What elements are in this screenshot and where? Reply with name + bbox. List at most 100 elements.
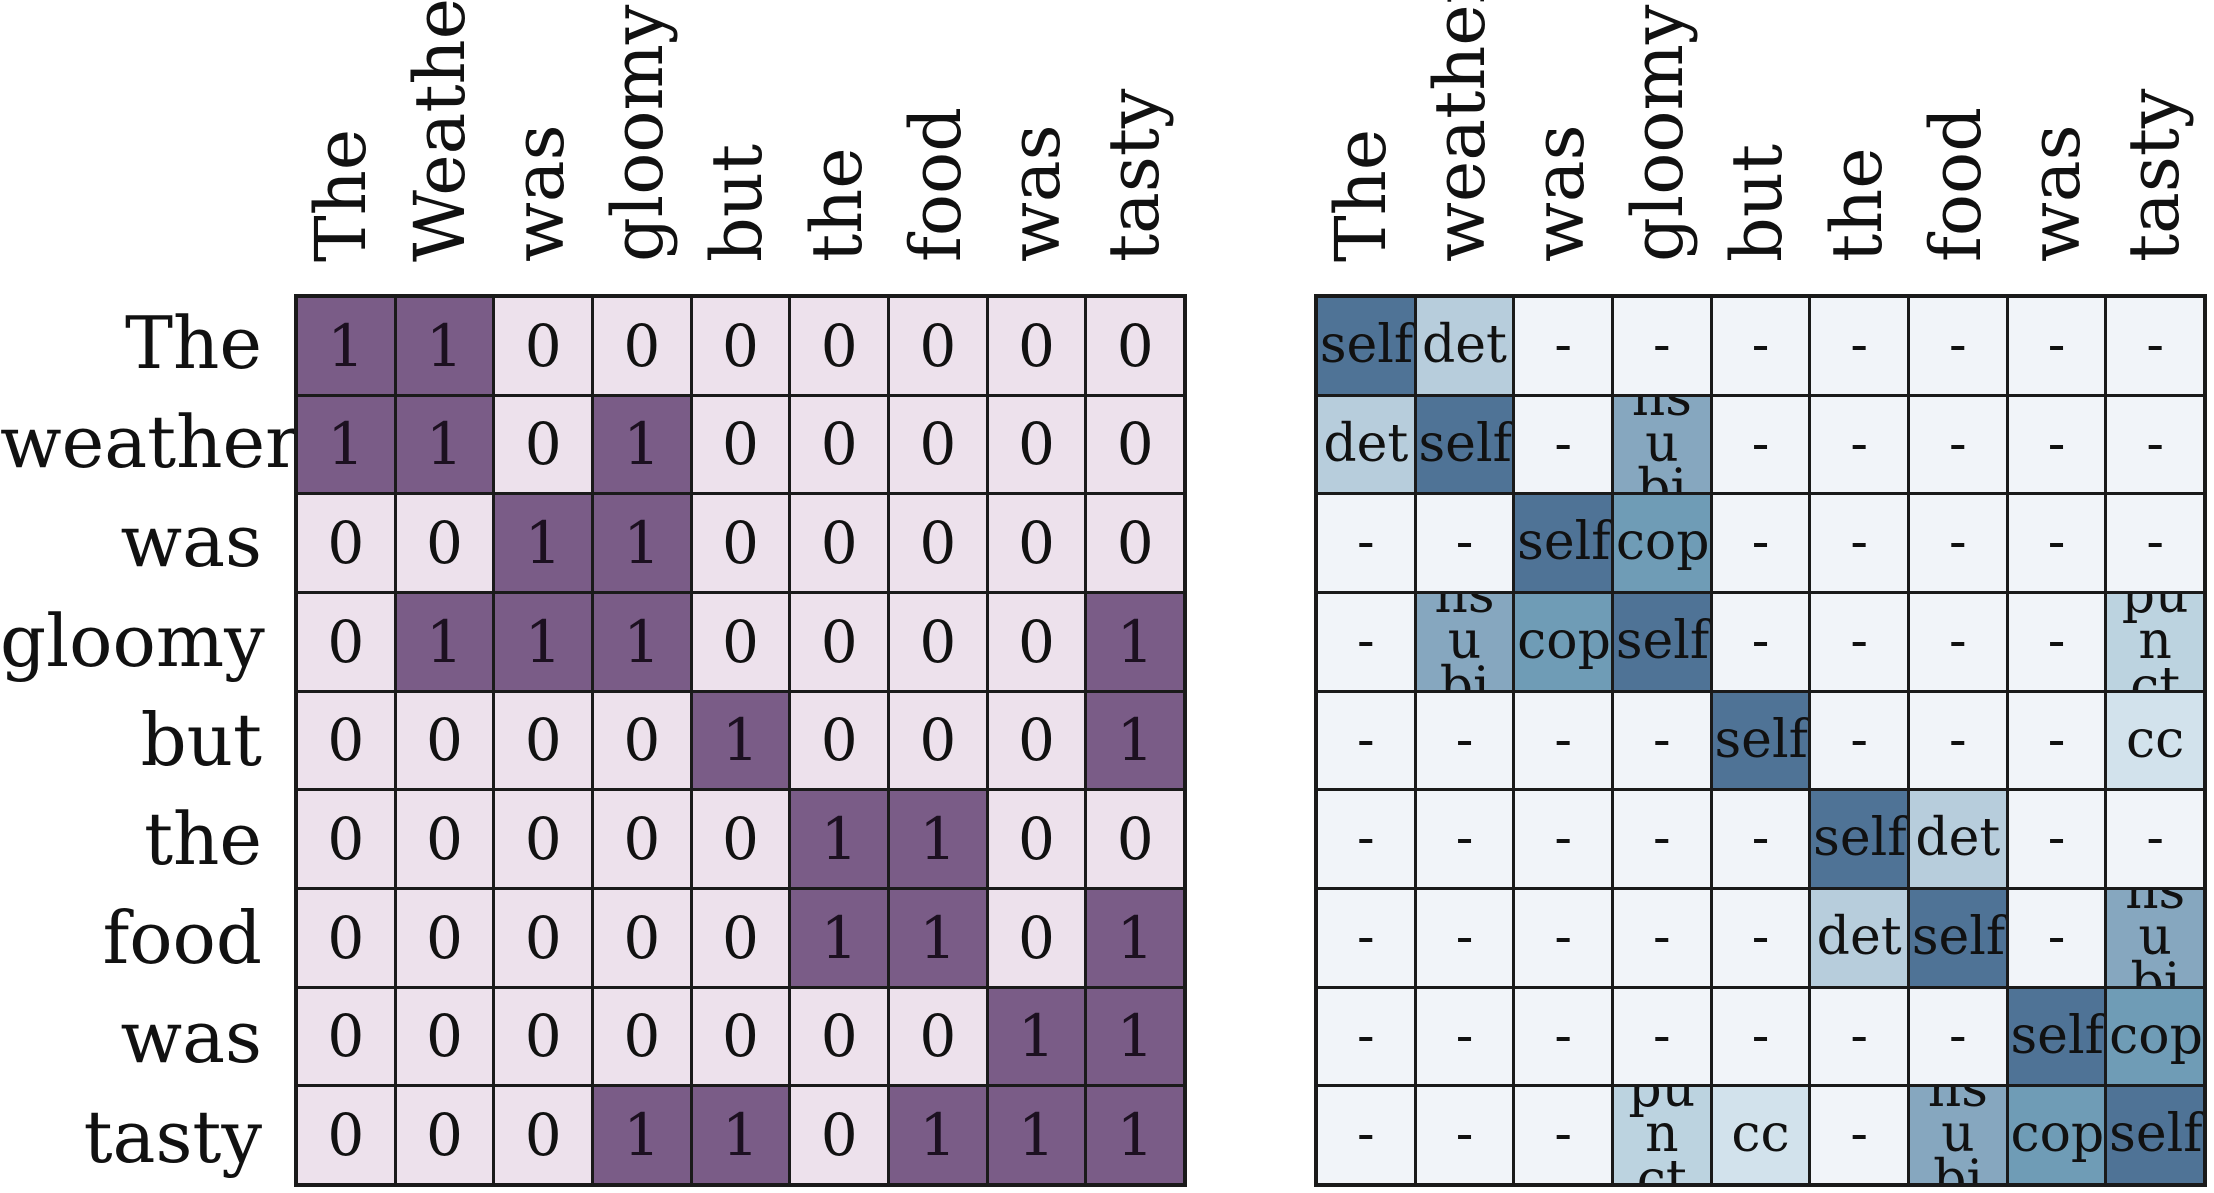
dependency-label: det	[1422, 314, 1507, 375]
dependency-cell: self	[1712, 692, 1809, 789]
dependency-cell: -	[1613, 988, 1710, 1085]
dependency-label: -	[2146, 413, 2164, 474]
dependency-label: self	[1714, 709, 1808, 770]
dependency-label: -	[1455, 1005, 1474, 1066]
dependency-cell: det	[1909, 791, 2006, 887]
dependency-cell: -	[1416, 692, 1513, 789]
row-label: The	[124, 301, 262, 385]
adjacency-cell: 0	[692, 298, 789, 394]
dependency-cell: -	[1515, 692, 1611, 789]
dependency-label: -	[1850, 1005, 1868, 1066]
adjacency-cell: 0	[791, 1087, 887, 1183]
adjacency-cell: 0	[495, 1087, 591, 1183]
dependency-cell: -	[1909, 593, 2006, 690]
dependency-cell: -	[1811, 593, 1907, 690]
dependency-cell: det	[1811, 889, 1907, 986]
dependency-label: -	[1455, 709, 1474, 770]
dependency-label: -	[1751, 314, 1770, 375]
adjacency-cell: 1	[593, 495, 690, 591]
dependency-label: -	[1455, 906, 1474, 967]
column-label: weather	[1418, 0, 1501, 262]
dependency-label: -	[2146, 512, 2164, 573]
adjacency-cell: 0	[1087, 298, 1183, 394]
dependency-label: det	[1816, 906, 1902, 967]
adjacency-cell: 0	[889, 396, 986, 493]
dependency-cell: -	[1811, 298, 1907, 394]
adjacency-cell: 0	[988, 396, 1085, 493]
adjacency-cell: 1	[396, 593, 493, 690]
dependency-label: -	[2047, 610, 2066, 671]
dependency-label: self	[1911, 906, 2006, 967]
dependency-cell: -	[2107, 495, 2203, 591]
adjacency-cell: 0	[298, 692, 394, 789]
dependency-label: -	[1949, 314, 1967, 375]
adjacency-cell: 1	[791, 791, 887, 887]
adjacency-cell: 0	[396, 692, 493, 789]
dependency-label: pun ct	[1628, 1087, 1696, 1183]
dependency-cell: -	[2008, 495, 2105, 591]
adjacency-cell: 0	[495, 988, 591, 1085]
adjacency-cell: 0	[1087, 495, 1183, 591]
dependency-label: self	[2010, 1005, 2104, 1066]
column-label: gloomy	[597, 4, 680, 262]
dependency-cell: -	[1318, 1087, 1414, 1183]
dependency-cell: cc	[1712, 1087, 1809, 1183]
row-label: gloomy	[0, 598, 265, 683]
column-label: but	[1716, 143, 1799, 262]
dependency-cell: -	[2008, 593, 2105, 690]
adjacency-cell: 0	[298, 593, 394, 690]
adjacency-cell: 0	[889, 593, 986, 690]
dependency-cell: -	[1515, 791, 1611, 887]
dependency-label: -	[1949, 512, 1967, 573]
dependency-label: -	[1357, 610, 1375, 671]
dependency-cell: pun ct	[1613, 1087, 1710, 1183]
adjacency-cell: 0	[495, 889, 591, 986]
adjacency-cell: 1	[791, 889, 887, 986]
dependency-label: -	[1850, 413, 1868, 474]
adjacency-cell: 1	[889, 791, 986, 887]
adjacency-cell: 1	[593, 593, 690, 690]
column-label: tasty	[1093, 88, 1176, 262]
dependency-cell: -	[1318, 791, 1414, 887]
dependency-label: -	[1554, 906, 1572, 967]
dependency-cell: nsu bj	[1613, 396, 1710, 493]
dependency-label: -	[1751, 413, 1770, 474]
row-label: was	[120, 499, 262, 584]
column-label: The	[1319, 128, 1402, 262]
dependency-label: -	[2146, 314, 2164, 375]
dependency-cell: pun ct	[2107, 593, 2203, 690]
dependency-cell: -	[1515, 298, 1611, 394]
column-label: The	[299, 128, 382, 262]
dependency-label: -	[1455, 512, 1474, 573]
dependency-cell: -	[1811, 1087, 1907, 1183]
dependency-label: -	[1751, 808, 1770, 869]
dependency-label: -	[1949, 1005, 1967, 1066]
dependency-cell: cop	[2107, 988, 2203, 1085]
dependency-label: cop	[1517, 610, 1611, 671]
dependency-label: self	[1517, 512, 1611, 573]
dependency-cell: -	[2107, 298, 2203, 394]
dependency-label: -	[1949, 610, 1967, 671]
dependency-label: cop	[2109, 1005, 2203, 1066]
adjacency-cell: 0	[988, 889, 1085, 986]
adjacency-cell: 0	[396, 889, 493, 986]
column-label: was	[2014, 124, 2096, 262]
column-label: was	[1518, 124, 1600, 262]
dependency-cell: -	[2008, 791, 2105, 887]
dependency-cell: nsu bj	[2107, 889, 2203, 986]
dependency-label: -	[1554, 1005, 1572, 1066]
row-label: but	[140, 697, 262, 782]
adjacency-cell: 0	[593, 298, 690, 394]
column-label: the	[1815, 147, 1898, 262]
column-label: the	[795, 147, 878, 262]
dependency-cell: -	[1416, 495, 1513, 591]
dependency-label: -	[2047, 808, 2066, 869]
dependency-cell: -	[1712, 889, 1809, 986]
adjacency-cell: 1	[692, 692, 789, 789]
adjacency-cell: 0	[298, 1087, 394, 1183]
dependency-label: self	[2109, 1104, 2203, 1165]
column-label: tasty	[2113, 88, 2196, 262]
adjacency-cell: 0	[396, 1087, 493, 1183]
dependency-cell: -	[1318, 692, 1414, 789]
